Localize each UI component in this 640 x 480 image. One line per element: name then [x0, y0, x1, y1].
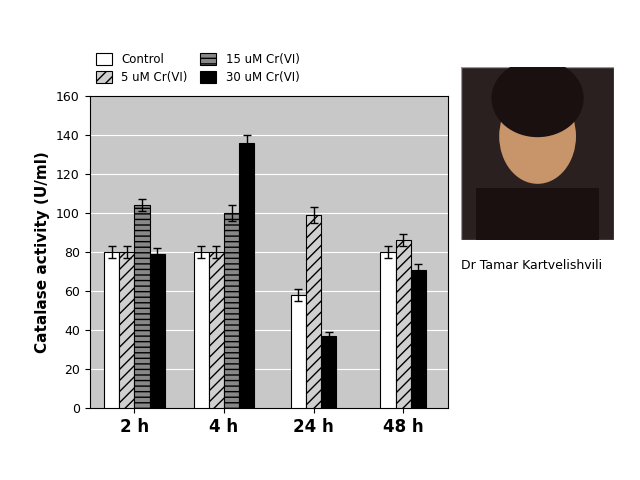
Bar: [380, 252, 396, 408]
Text: Dr Tamar Kartvelishvili: Dr Tamar Kartvelishvili: [461, 259, 602, 272]
Bar: [224, 213, 239, 408]
Bar: [411, 270, 426, 408]
Legend: Control, 5 uM Cr(VI), 15 uM Cr(VI), 30 uM Cr(VI): Control, 5 uM Cr(VI), 15 uM Cr(VI), 30 u…: [95, 53, 300, 84]
Bar: [291, 295, 306, 408]
Bar: [193, 252, 209, 408]
Bar: [476, 188, 599, 240]
Bar: [396, 240, 411, 408]
Bar: [150, 254, 165, 408]
Bar: [239, 143, 255, 408]
Y-axis label: Catalase activity (U/ml): Catalase activity (U/ml): [35, 151, 51, 353]
Ellipse shape: [499, 89, 576, 184]
Bar: [306, 215, 321, 408]
Bar: [461, 67, 614, 154]
Bar: [119, 252, 134, 408]
Ellipse shape: [492, 60, 584, 137]
Bar: [209, 252, 224, 408]
Bar: [321, 336, 337, 408]
Bar: [104, 252, 119, 408]
Bar: [134, 205, 150, 408]
